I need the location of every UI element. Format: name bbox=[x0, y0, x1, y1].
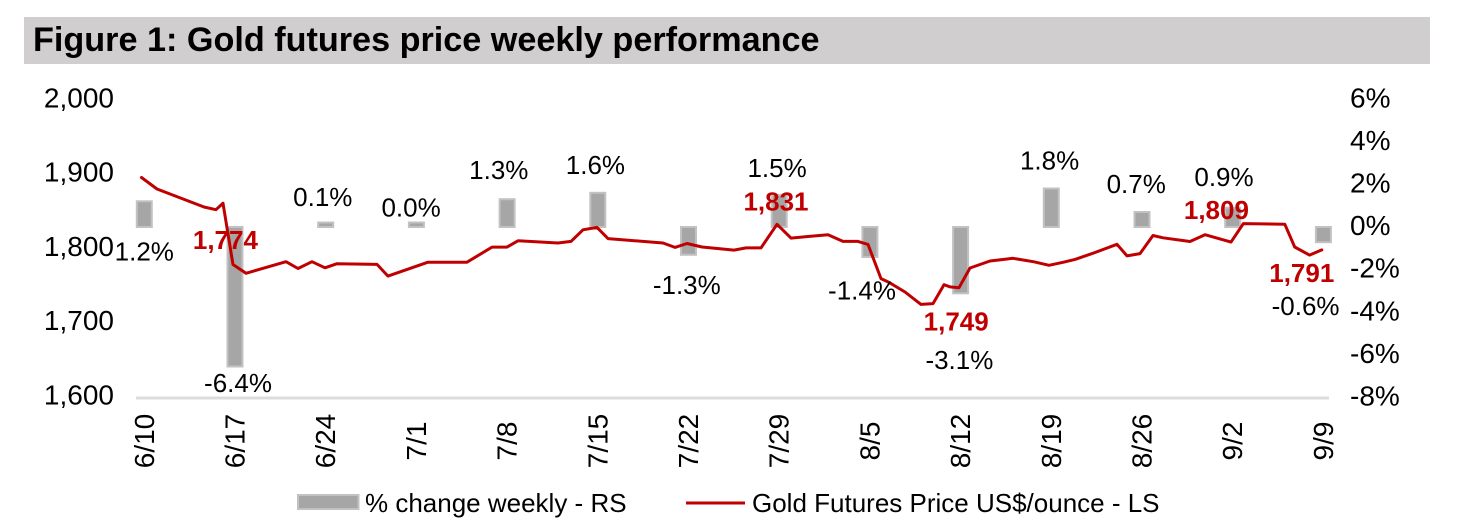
svg-text:6/10: 6/10 bbox=[129, 414, 160, 469]
svg-text:7/15: 7/15 bbox=[582, 414, 613, 469]
svg-text:0.1%: 0.1% bbox=[293, 182, 352, 212]
svg-text:7/8: 7/8 bbox=[492, 422, 523, 461]
svg-text:-0.6%: -0.6% bbox=[1272, 291, 1340, 321]
svg-text:8/12: 8/12 bbox=[945, 414, 976, 469]
svg-text:1,774: 1,774 bbox=[193, 225, 259, 255]
svg-text:1,791: 1,791 bbox=[1269, 258, 1334, 288]
svg-text:Gold Futures Price US$/ounce -: Gold Futures Price US$/ounce - LS bbox=[752, 488, 1160, 518]
svg-text:1.5%: 1.5% bbox=[747, 153, 806, 183]
svg-text:-2%: -2% bbox=[1350, 253, 1400, 284]
svg-text:-3.1%: -3.1% bbox=[925, 345, 993, 375]
svg-text:0.9%: 0.9% bbox=[1194, 162, 1253, 192]
svg-text:0.0%: 0.0% bbox=[381, 193, 440, 223]
svg-text:0.7%: 0.7% bbox=[1107, 169, 1166, 199]
svg-text:-8%: -8% bbox=[1350, 381, 1400, 412]
svg-text:6/17: 6/17 bbox=[220, 414, 251, 469]
svg-text:1.3%: 1.3% bbox=[469, 155, 528, 185]
svg-text:8/5: 8/5 bbox=[854, 422, 885, 461]
svg-text:-1.3%: -1.3% bbox=[653, 270, 721, 300]
svg-text:4%: 4% bbox=[1350, 125, 1390, 156]
svg-text:7/29: 7/29 bbox=[764, 414, 795, 469]
svg-text:1.2%: 1.2% bbox=[115, 237, 174, 267]
svg-text:0%: 0% bbox=[1350, 210, 1390, 241]
svg-text:6/24: 6/24 bbox=[310, 414, 341, 469]
svg-text:1.8%: 1.8% bbox=[1020, 146, 1079, 176]
svg-text:1,749: 1,749 bbox=[924, 306, 989, 336]
svg-text:-1.4%: -1.4% bbox=[828, 276, 896, 306]
svg-text:-4%: -4% bbox=[1350, 295, 1400, 326]
svg-text:1.6%: 1.6% bbox=[566, 150, 625, 180]
svg-text:8/19: 8/19 bbox=[1036, 414, 1067, 469]
svg-text:1,809: 1,809 bbox=[1184, 195, 1249, 225]
svg-text:6%: 6% bbox=[1350, 82, 1390, 113]
svg-text:1,831: 1,831 bbox=[743, 186, 808, 216]
svg-text:-6.4%: -6.4% bbox=[204, 368, 272, 398]
svg-text:9/2: 9/2 bbox=[1217, 422, 1248, 461]
svg-text:1,900: 1,900 bbox=[44, 157, 114, 188]
svg-text:1,800: 1,800 bbox=[44, 231, 114, 262]
svg-text:7/22: 7/22 bbox=[673, 414, 704, 469]
svg-text:2%: 2% bbox=[1350, 168, 1390, 199]
svg-text:-6%: -6% bbox=[1350, 338, 1400, 369]
svg-text:9/9: 9/9 bbox=[1308, 422, 1339, 461]
svg-text:7/1: 7/1 bbox=[401, 422, 432, 461]
svg-text:1,600: 1,600 bbox=[44, 379, 114, 410]
svg-text:% change weekly - RS: % change weekly - RS bbox=[365, 488, 627, 518]
svg-text:8/26: 8/26 bbox=[1127, 414, 1158, 469]
svg-text:2,000: 2,000 bbox=[44, 83, 114, 114]
svg-text:1,700: 1,700 bbox=[44, 305, 114, 336]
